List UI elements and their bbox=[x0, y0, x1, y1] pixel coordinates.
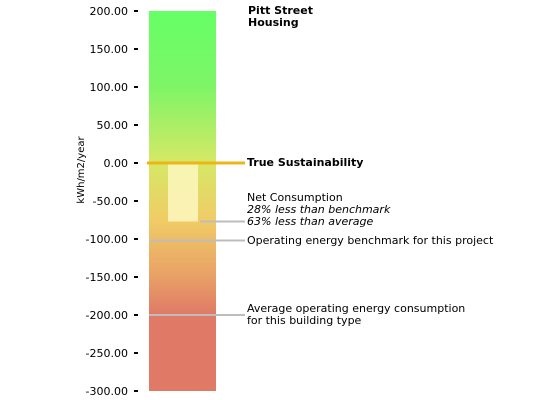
y-tick-label: 200.00 bbox=[90, 5, 129, 18]
title-line-2: Housing bbox=[248, 16, 299, 29]
y-tick-label: 150.00 bbox=[90, 43, 129, 56]
average-line-2: for this building type bbox=[247, 314, 362, 327]
average-line-1: Average operating energy consumption bbox=[247, 302, 466, 315]
y-tick-label: 50.00 bbox=[97, 119, 129, 132]
average-annotation: Average operating energy consumption for… bbox=[247, 303, 465, 327]
y-tick-label: -300.00 bbox=[86, 385, 128, 398]
y-tick-label: -250.00 bbox=[86, 347, 128, 360]
benchmark-label: Operating energy benchmark for this proj… bbox=[247, 234, 494, 247]
net-consumption-benchmark-text: 28% less than benchmark bbox=[247, 203, 391, 216]
y-tick-label: -50.00 bbox=[93, 195, 128, 208]
true-sustainability-label: True Sustainability bbox=[247, 156, 364, 169]
y-tick-label: -150.00 bbox=[86, 271, 128, 284]
chart-title: Pitt Street Housing bbox=[248, 5, 313, 29]
y-tick-label: 100.00 bbox=[90, 81, 129, 94]
y-axis-label: kWh/m2/year bbox=[76, 136, 87, 204]
net-consumption-annotation: Net Consumption 28% less than benchmark … bbox=[247, 192, 390, 228]
y-axis: 200.00 150.00 100.00 50.00 0.00 -50.00 -100.00… bbox=[86, 5, 138, 398]
y-tick-label: 0.00 bbox=[104, 157, 129, 170]
marker-lines bbox=[147, 161, 245, 316]
y-tick-label: -100.00 bbox=[86, 233, 128, 246]
net-consumption-average-text: 63% less than average bbox=[247, 215, 374, 228]
net-consumption-bar bbox=[168, 163, 198, 222]
title-line-1: Pitt Street bbox=[248, 4, 313, 17]
net-consumption-title: Net Consumption bbox=[247, 191, 343, 204]
y-tick-label: -200.00 bbox=[86, 309, 128, 322]
